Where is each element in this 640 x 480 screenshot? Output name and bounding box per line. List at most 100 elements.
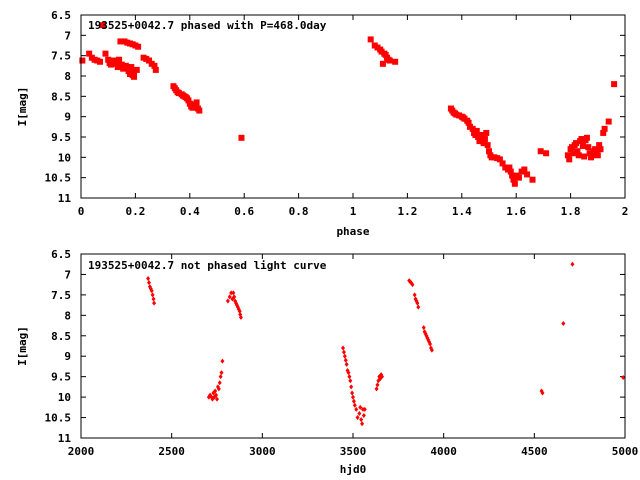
data-point <box>151 62 158 69</box>
data-point <box>131 73 138 80</box>
data-point <box>351 394 355 400</box>
data-point <box>521 166 528 173</box>
data-point <box>342 353 347 359</box>
data-point <box>540 390 545 396</box>
data-point <box>151 296 156 302</box>
data-point <box>481 136 488 143</box>
data-point <box>594 152 601 159</box>
data-point <box>348 378 353 384</box>
phased-x-tick-label: 1 <box>350 205 357 218</box>
data-point <box>344 361 349 367</box>
data-point <box>86 50 93 57</box>
data-point <box>564 152 571 159</box>
data-point <box>354 406 359 412</box>
data-point <box>469 125 476 132</box>
data-point <box>480 140 487 147</box>
data-point <box>483 129 490 136</box>
unphased-plot-title: 193525+0042.7 not phased light curve <box>88 259 327 272</box>
data-point <box>232 294 237 300</box>
data-point <box>585 144 592 151</box>
unphased-x-tick-label: 2500 <box>158 445 185 458</box>
unphased-plot-frame <box>80 253 626 439</box>
data-point <box>416 304 421 310</box>
data-point <box>592 146 599 153</box>
data-point <box>114 64 121 71</box>
unphased-light-curve-panel: 2000 2500 3000 3500 4000 4500 5000 6.5 7 7.5 8 8.5 9… <box>16 248 638 476</box>
data-point <box>543 150 550 157</box>
data-point <box>392 58 399 65</box>
data-point <box>410 282 415 288</box>
data-point <box>486 148 492 155</box>
data-point <box>601 125 608 132</box>
unphased-y-tick-label: 6.5 <box>51 248 71 261</box>
unphased-y-tick-label: 9.5 <box>51 371 71 384</box>
phased-x-axis-label: phase <box>336 225 369 238</box>
phased-y-tick-label: 9.5 <box>51 131 71 144</box>
unphased-data-points <box>146 261 626 427</box>
data-point <box>511 180 518 187</box>
data-point <box>570 150 577 157</box>
unphased-y-tick-label: 9 <box>64 350 71 363</box>
phased-x-tick-label: 0 <box>78 205 85 218</box>
data-point <box>216 386 221 392</box>
data-point <box>215 396 219 402</box>
data-point <box>412 292 417 298</box>
data-point <box>362 406 367 412</box>
unphased-y-tick-label: 10 <box>58 391 71 404</box>
data-point <box>605 118 612 125</box>
data-point <box>570 261 575 267</box>
data-point <box>217 380 222 386</box>
data-point <box>146 276 151 282</box>
data-point <box>583 134 590 141</box>
data-point <box>484 142 491 149</box>
phased-y-tick-label: 7.5 <box>51 50 71 63</box>
data-point <box>415 300 420 306</box>
data-point <box>346 370 351 376</box>
data-point <box>574 148 581 155</box>
data-point <box>146 57 152 64</box>
data-point <box>238 134 245 141</box>
unphased-y-tick-label: 10.5 <box>45 412 72 425</box>
data-point <box>133 66 140 73</box>
data-point <box>579 142 586 149</box>
data-point <box>118 61 125 68</box>
data-point <box>152 66 159 73</box>
data-point <box>477 136 484 143</box>
data-point <box>357 410 362 416</box>
data-point <box>107 61 114 68</box>
phased-y-axis-label: I[mag] <box>16 87 29 127</box>
data-point <box>350 390 355 396</box>
data-point <box>117 38 124 45</box>
data-point <box>105 56 112 63</box>
unphased-tick-labels: 2000 2500 3000 3500 4000 4500 5000 6.5 7 7.5 8 8.5 9… <box>45 248 639 458</box>
data-point <box>379 60 386 67</box>
data-point <box>589 152 596 159</box>
data-point <box>147 280 151 286</box>
data-point <box>97 58 104 65</box>
unphased-y-axis-label: I[mag] <box>16 326 29 366</box>
data-point <box>225 298 230 304</box>
phased-x-tick-label: 2 <box>622 205 629 218</box>
data-point <box>367 36 374 43</box>
phased-y-tick-label: 10.5 <box>45 172 72 185</box>
phased-y-tick-label: 9 <box>64 111 71 124</box>
unphased-x-axis-label: hjd0 <box>340 463 367 476</box>
data-point <box>386 57 393 64</box>
phased-x-tick-label: 1.4 <box>452 205 472 218</box>
phased-y-tick-label: 8.5 <box>51 90 71 103</box>
data-point <box>347 374 352 380</box>
data-point <box>185 97 192 104</box>
phased-y-tick-label: 10 <box>58 151 71 164</box>
data-point <box>573 140 580 147</box>
data-point <box>237 308 242 314</box>
data-point <box>128 64 135 71</box>
data-point <box>374 386 379 392</box>
unphased-x-tick-label: 2000 <box>68 445 95 458</box>
phased-light-curve-panel: 0 0.2 0.4 0.6 0.8 1 1.2 1.4 1.6 1.8 2 6.5 7 7.5 8 8.5 9 9… <box>16 9 628 238</box>
data-point <box>465 119 472 126</box>
data-point <box>152 300 157 306</box>
data-point <box>509 172 516 179</box>
data-point <box>361 413 366 419</box>
data-point <box>581 153 588 160</box>
